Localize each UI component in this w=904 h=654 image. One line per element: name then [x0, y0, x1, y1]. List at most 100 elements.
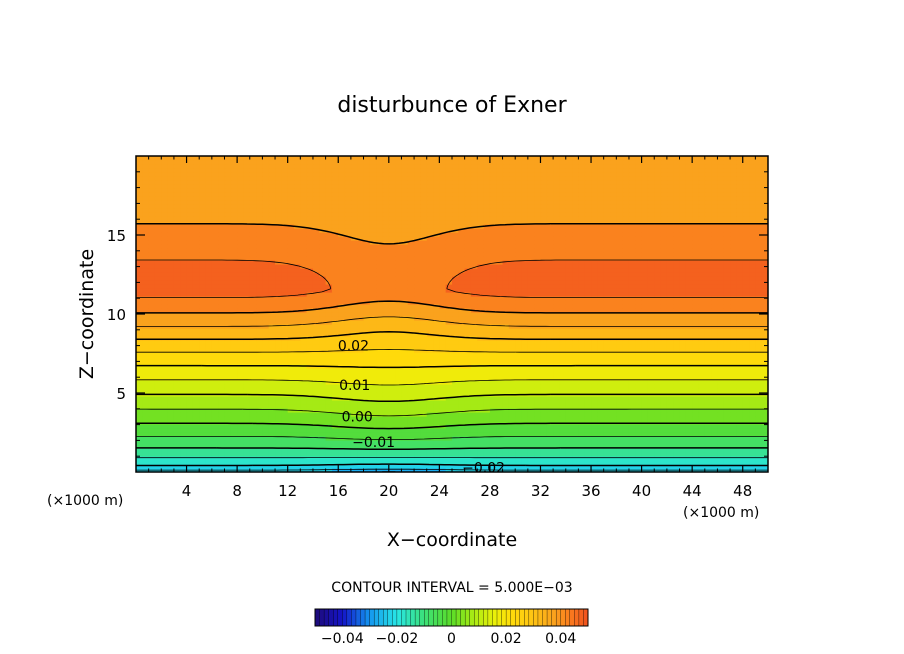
field-cell: [376, 344, 384, 349]
field-cell: [597, 428, 605, 433]
field-cell: [616, 420, 624, 425]
field-cell: [287, 352, 295, 357]
field-cell: [761, 368, 768, 373]
field-cell: [420, 420, 428, 425]
field-cell: [401, 432, 409, 437]
field-cell: [527, 416, 535, 421]
field-cell: [628, 384, 636, 389]
field-cell: [496, 452, 504, 457]
field-cell: [635, 368, 643, 373]
field-cell: [452, 428, 459, 433]
field-cell: [350, 432, 358, 437]
field-cell: [496, 276, 504, 281]
field-cell: [433, 392, 440, 397]
field-cell: [199, 352, 207, 357]
field-cell: [180, 352, 188, 357]
field-cell: [641, 416, 649, 421]
field-cell: [243, 436, 251, 441]
field-cell: [565, 384, 573, 389]
field-cell: [610, 296, 617, 301]
field-cell: [736, 388, 744, 393]
field-cell: [136, 424, 143, 429]
field-cell: [433, 328, 440, 333]
field-cell: [186, 296, 194, 301]
field-cell: [357, 272, 365, 277]
field-cell: [401, 284, 409, 289]
field-cell: [414, 280, 421, 285]
field-cell: [249, 412, 257, 417]
field-cell: [559, 428, 567, 433]
field-cell: [704, 272, 712, 277]
field-cell: [628, 308, 636, 313]
field-cell: [306, 352, 314, 357]
field-cell: [584, 444, 592, 449]
field-cell: [527, 288, 535, 293]
field-cell: [685, 344, 693, 349]
field-cell: [312, 420, 320, 425]
field-cell: [749, 432, 756, 437]
field-cell: [584, 340, 592, 345]
field-cell: [401, 388, 409, 393]
field-cell: [388, 368, 396, 373]
field-cell: [742, 348, 750, 353]
field-cell: [452, 360, 459, 365]
field-cell: [723, 440, 731, 445]
field-cell: [749, 336, 756, 341]
field-cell: [540, 376, 548, 381]
field-cell: [755, 420, 763, 425]
field-cell: [660, 276, 668, 281]
field-cell: [534, 412, 542, 417]
field-cell: [666, 272, 674, 277]
field-cell: [508, 404, 516, 409]
field-cell: [489, 436, 497, 441]
field-cell: [388, 372, 396, 377]
field-cell: [565, 348, 573, 353]
field-cell: [281, 284, 289, 289]
field-cell: [458, 284, 466, 289]
field-cell: [755, 444, 763, 449]
field-cell: [312, 440, 320, 445]
field-cell: [388, 344, 396, 349]
field-cell: [445, 292, 453, 297]
field-cell: [426, 304, 434, 309]
field-cell: [180, 428, 188, 433]
field-cell: [237, 408, 245, 413]
field-cell: [173, 380, 181, 385]
field-cell: [268, 292, 276, 297]
field-cell: [508, 440, 516, 445]
field-cell: [325, 404, 333, 409]
field-cell: [470, 392, 478, 397]
field-cell: [647, 336, 655, 341]
field-cell: [395, 412, 403, 417]
field-cell: [306, 396, 314, 401]
field-cell: [249, 420, 257, 425]
field-cell: [281, 352, 289, 357]
field-cell: [666, 396, 674, 401]
field-cell: [540, 300, 548, 305]
field-cell: [136, 448, 143, 453]
field-cell: [610, 412, 617, 417]
field-cell: [508, 388, 516, 393]
field-cell: [540, 292, 548, 297]
field-cell: [395, 284, 403, 289]
field-cell: [426, 316, 434, 321]
field-cell: [603, 320, 611, 325]
field-cell: [294, 464, 301, 469]
field-cell: [142, 464, 150, 469]
field-cell: [591, 280, 598, 285]
field-cell: [338, 300, 346, 305]
field-cell: [388, 436, 396, 441]
field-cell: [692, 312, 700, 317]
field-cell: [142, 296, 150, 301]
field-cell: [426, 384, 434, 389]
field-cell: [673, 316, 681, 321]
field-cell: [470, 368, 478, 373]
field-cell: [268, 408, 276, 413]
field-cell: [211, 360, 219, 365]
field-cell: [742, 388, 750, 393]
field-cell: [698, 272, 706, 277]
field-cell: [458, 352, 466, 357]
field-cell: [534, 272, 542, 277]
field-cell: [192, 388, 200, 393]
field-cell: [161, 412, 169, 417]
